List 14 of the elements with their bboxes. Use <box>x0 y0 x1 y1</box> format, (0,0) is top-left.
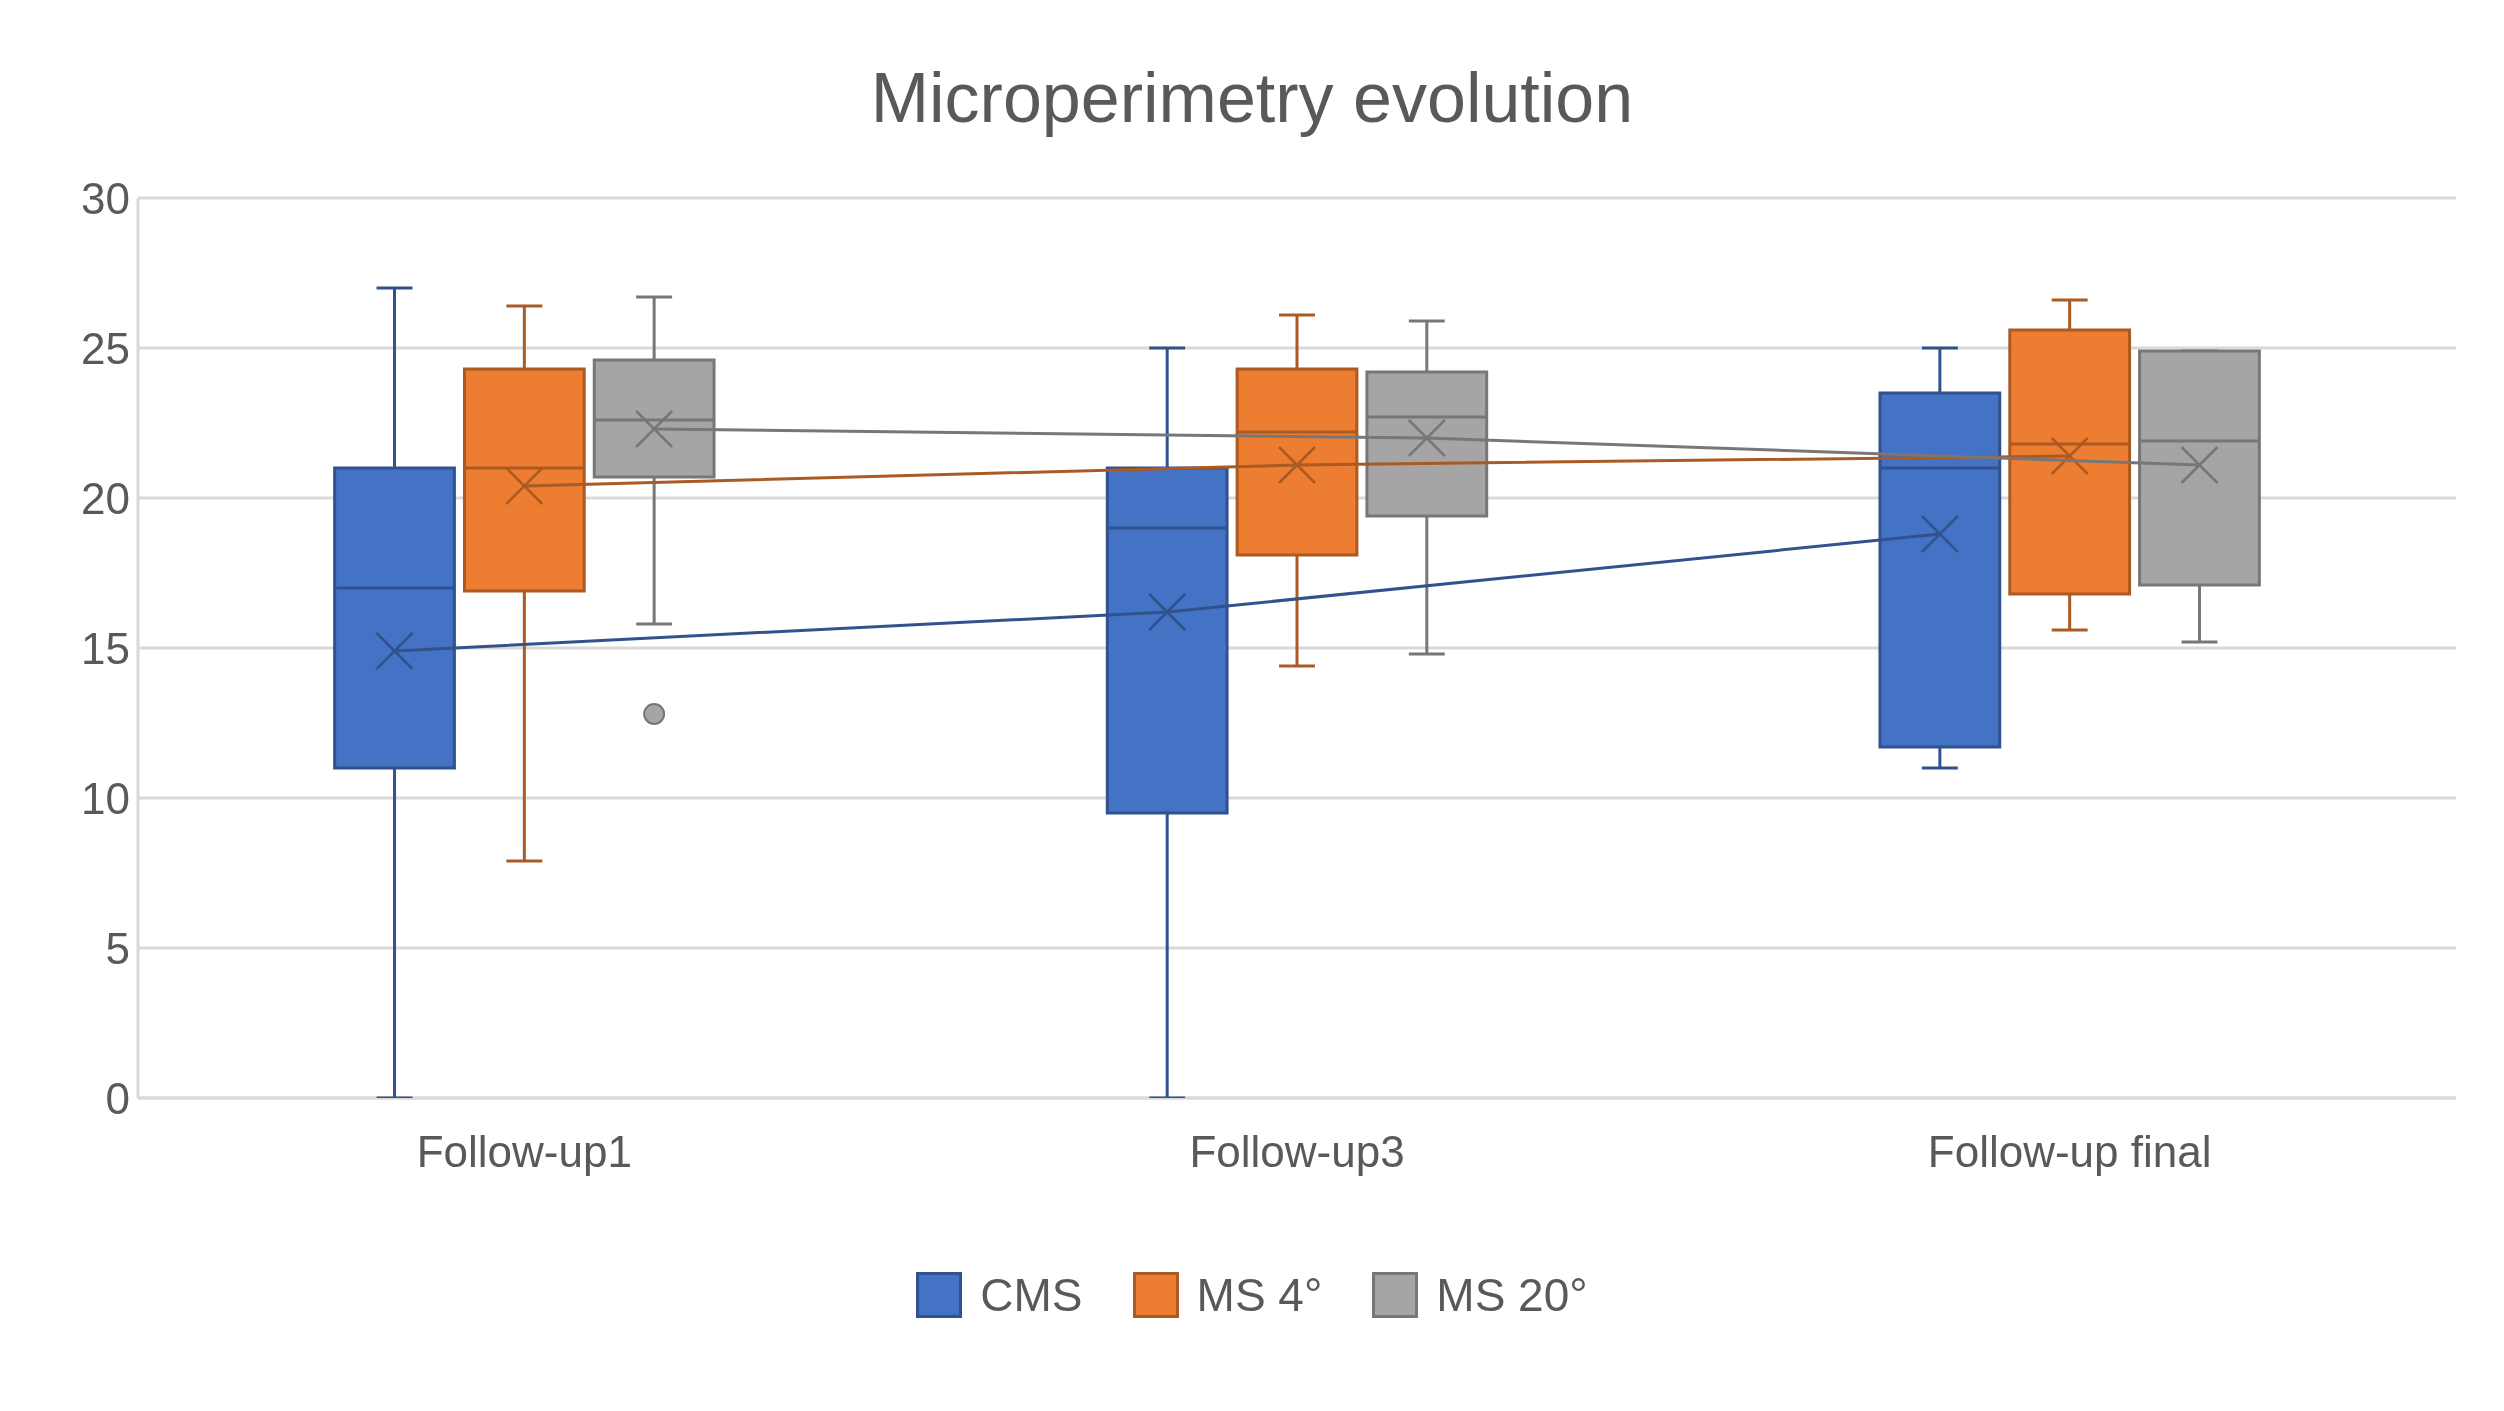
y-tick-label: 10 <box>81 773 130 823</box>
x-tick-label: Follow-up1 <box>416 1127 632 1177</box>
y-tick-label: 15 <box>81 623 130 673</box>
legend-label: MS 4° <box>1196 1268 1323 1322</box>
legend-label: CMS <box>980 1268 1083 1322</box>
chart-title: Microperimetry evolution <box>869 58 1635 138</box>
y-tick-label: 30 <box>81 173 130 223</box>
x-tick-label: Follow-up final <box>1927 1127 2212 1177</box>
y-tick-label: 20 <box>81 473 130 523</box>
y-tick-label: 0 <box>105 1073 130 1123</box>
y-tick-label: 25 <box>81 323 130 373</box>
x-tick-label: Follow-up3 <box>1189 1127 1405 1177</box>
legend-label: MS 20° <box>1436 1268 1588 1322</box>
y-tick-label: 5 <box>105 923 130 973</box>
